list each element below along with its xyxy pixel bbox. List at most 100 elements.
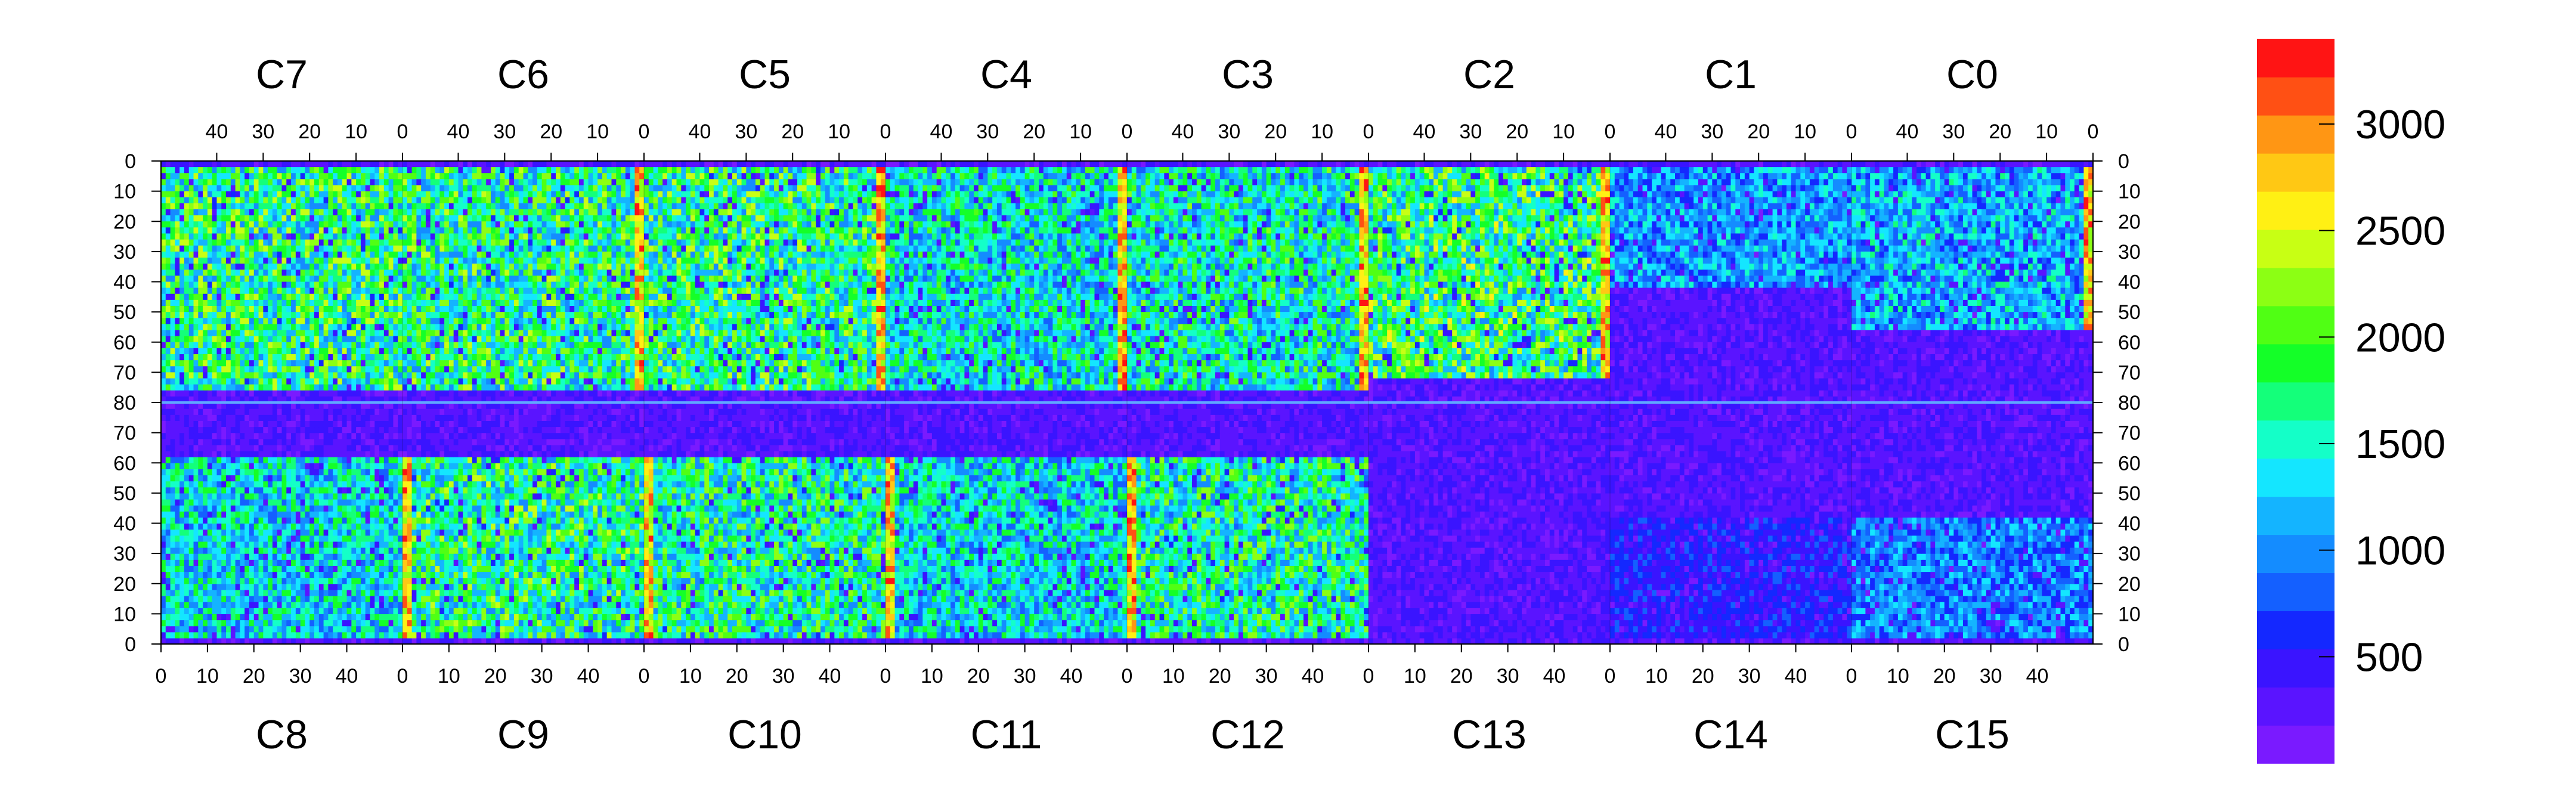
heatmap-cell <box>319 173 324 179</box>
heatmap-cell <box>240 161 244 168</box>
heatmap-cell <box>263 246 268 252</box>
heatmap-cell <box>379 264 384 270</box>
heatmap-cell <box>226 203 231 210</box>
heatmap-cell <box>175 203 179 210</box>
heatmap-cell <box>361 173 366 179</box>
heatmap-cell <box>393 240 398 246</box>
heatmap-cell <box>333 191 338 198</box>
heatmap-cell <box>179 161 184 168</box>
heatmap-cell <box>263 203 268 210</box>
heatmap-cell <box>171 203 175 210</box>
heatmap-cell <box>254 221 259 228</box>
heatmap-cell <box>189 209 194 216</box>
heatmap-cell <box>231 282 236 289</box>
heatmap-cell <box>351 275 356 282</box>
heatmap-cell <box>370 221 374 228</box>
heatmap-cell <box>296 197 301 204</box>
heatmap-cell <box>226 240 231 246</box>
heatmap-cell <box>398 264 402 270</box>
heatmap-cell <box>379 167 384 174</box>
heatmap-cell <box>194 275 199 282</box>
heatmap-cell <box>347 270 352 276</box>
heatmap-cell <box>314 270 319 276</box>
heatmap-cell <box>324 197 329 204</box>
heatmap-cell <box>286 282 291 289</box>
heatmap-cell <box>282 234 287 240</box>
heatmap-cell <box>370 203 374 210</box>
heatmap-cell <box>319 161 324 168</box>
heatmap-cell <box>291 246 296 252</box>
heatmap-cell <box>291 167 296 174</box>
heatmap-cell <box>379 246 384 252</box>
heatmap-cell <box>221 185 226 192</box>
heatmap-cell <box>333 264 338 270</box>
heatmap-cell <box>171 270 175 276</box>
heatmap-cell <box>333 215 338 222</box>
heatmap-cell <box>208 252 212 258</box>
heatmap-cell <box>212 167 217 174</box>
heatmap-cell <box>384 282 389 289</box>
heatmap-cell <box>208 221 212 228</box>
heatmap-cell <box>171 191 175 198</box>
heatmap-cell <box>301 252 305 258</box>
heatmap-cell <box>249 215 254 222</box>
heatmap-cell <box>384 258 389 264</box>
heatmap-cell <box>161 240 166 246</box>
heatmap-cell <box>268 203 273 210</box>
heatmap-cell <box>175 209 179 216</box>
heatmap-cell <box>384 221 389 228</box>
heatmap-cell <box>328 252 333 258</box>
heatmap-cell <box>249 209 254 216</box>
heatmap-cell <box>324 227 329 234</box>
heatmap-cell <box>268 240 273 246</box>
heatmap-cell <box>240 197 244 204</box>
heatmap-cell <box>254 209 259 216</box>
heatmap-cell <box>194 209 199 216</box>
heatmap-cell <box>198 209 203 216</box>
heatmap-cell <box>236 161 240 168</box>
heatmap-cell <box>203 288 208 295</box>
heatmap-cell <box>282 258 287 264</box>
heatmap-cell <box>231 173 236 179</box>
heatmap-cell <box>370 173 374 179</box>
heatmap-cell <box>221 227 226 234</box>
heatmap-cell <box>273 227 277 234</box>
heatmap-cell <box>319 185 324 192</box>
heatmap-cell <box>366 221 370 228</box>
heatmap-cell <box>398 282 402 289</box>
heatmap-cell <box>366 191 370 198</box>
heatmap-cell <box>254 234 259 240</box>
heatmap-cell <box>389 246 394 252</box>
heatmap-cell <box>166 173 171 179</box>
heatmap-cell <box>328 197 333 204</box>
heatmap-cell <box>203 161 208 168</box>
heatmap-cell <box>314 179 319 185</box>
heatmap-cell <box>226 185 231 192</box>
heatmap-cell <box>226 275 231 282</box>
heatmap-cell <box>314 234 319 240</box>
heatmap-cell <box>328 240 333 246</box>
heatmap-cell <box>338 203 342 210</box>
heatmap-cell <box>277 215 282 222</box>
heatmap-cell <box>226 191 231 198</box>
heatmap-cell <box>305 179 309 185</box>
heatmap-cell <box>166 179 171 185</box>
heatmap-cell <box>273 264 277 270</box>
heatmap-cell <box>268 173 273 179</box>
heatmap-cell <box>393 209 398 216</box>
heatmap-cell <box>374 275 379 282</box>
heatmap-cell <box>244 246 249 252</box>
heatmap-cell <box>379 227 384 234</box>
heatmap-cell <box>277 167 282 174</box>
heatmap-cell <box>389 215 394 222</box>
heatmap-cell <box>324 275 329 282</box>
heatmap-cell <box>184 252 189 258</box>
heatmap-cell <box>328 227 333 234</box>
heatmap-cell <box>161 179 166 185</box>
heatmap-cell <box>333 197 338 204</box>
heatmap-cell <box>254 203 259 210</box>
heatmap-cell <box>194 203 199 210</box>
heatmap-cell <box>212 203 217 210</box>
heatmap-cell <box>236 227 240 234</box>
heatmap-cell <box>171 258 175 264</box>
